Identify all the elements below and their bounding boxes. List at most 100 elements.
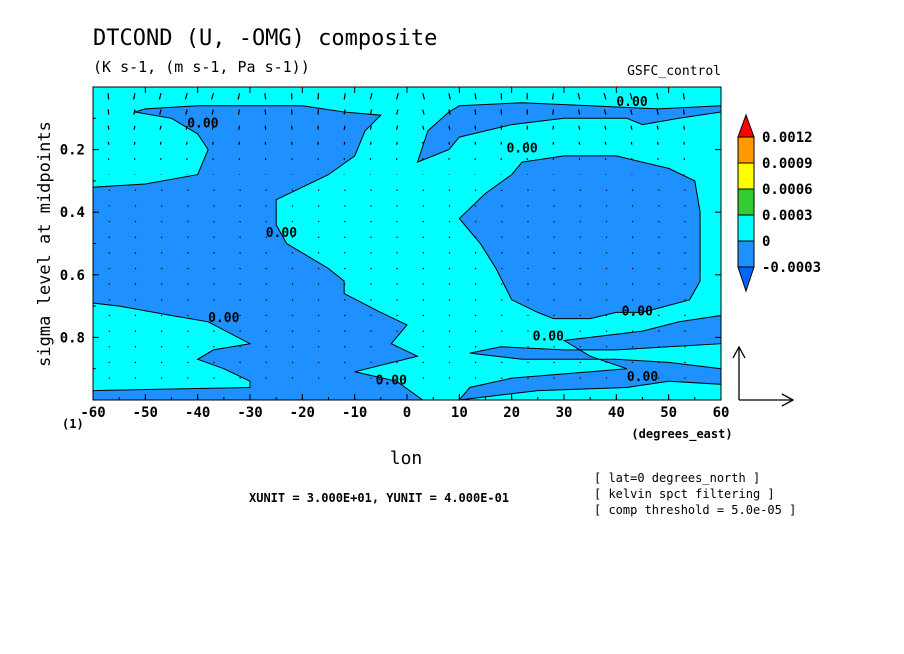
vector-380	[629, 93, 633, 100]
vector-418	[682, 93, 685, 100]
reference-vector	[732, 345, 795, 407]
vector-381	[630, 109, 633, 115]
vector-248	[448, 109, 451, 115]
colorbar-label-0: 0.0012	[762, 130, 813, 146]
vector-231	[422, 141, 425, 145]
vector-39	[159, 109, 162, 115]
vector-38	[158, 93, 162, 100]
vector-79	[212, 141, 214, 145]
vector-115	[264, 109, 267, 115]
vector-97	[238, 125, 241, 130]
vector-342	[577, 93, 581, 100]
colorbar-swatch-5	[737, 240, 755, 268]
negative-region-3	[458, 314, 722, 401]
vector-345	[578, 141, 581, 145]
vector-191	[369, 109, 373, 115]
vector-230	[422, 125, 425, 130]
note-lat: [ lat=0 degrees_north ]	[594, 471, 760, 485]
contour-label-3: 0.00	[506, 142, 537, 157]
vector-228	[422, 93, 426, 100]
contour-label-0: 0.00	[187, 117, 218, 132]
vector-249	[448, 125, 451, 130]
vector-420	[683, 125, 685, 130]
y-axis-label: sigma level at midpoints	[35, 121, 55, 367]
vector-190	[369, 93, 373, 100]
vector-59	[185, 125, 188, 130]
vector-382	[630, 125, 633, 130]
vector-95	[237, 93, 241, 100]
vector-76	[211, 93, 214, 100]
vector-211	[395, 125, 399, 130]
vector-1	[107, 109, 110, 115]
x-tick-label-12: 60	[713, 405, 730, 421]
y-tick-label-3: 0.8	[60, 330, 85, 346]
vector-114	[264, 93, 267, 100]
vector-343	[577, 109, 581, 115]
chart-title: DTCOND (U, -OMG) composite	[93, 26, 437, 51]
colorbar-swatch-3	[737, 188, 755, 216]
colorbar-swatch-4	[737, 214, 755, 242]
contour-label-5: 0.00	[622, 305, 653, 320]
vector-229	[422, 109, 425, 115]
vector-269	[474, 141, 477, 145]
vector-60	[185, 141, 188, 145]
vector-172	[343, 109, 346, 115]
contour-label-1: 0.00	[266, 226, 297, 241]
vector-58	[185, 109, 188, 115]
contour-label-4: 0.00	[616, 95, 647, 110]
colorbar-label-2: 0.0006	[762, 182, 813, 198]
negative-region-0	[92, 105, 425, 401]
vector-361	[603, 93, 607, 100]
vector-268	[474, 125, 477, 130]
frame-index: (1)	[62, 417, 84, 431]
x-tick-label-6: 0	[403, 405, 411, 421]
colorbar-label-3: 0.0003	[762, 208, 813, 224]
vector-325	[552, 125, 555, 130]
vector-unit-note: XUNIT = 3.000E+01, YUNIT = 4.000E-01	[249, 491, 509, 505]
vector-77	[211, 109, 214, 115]
x-tick-label-5: -10	[342, 405, 367, 421]
colorbar-label-5: -0.0003	[762, 260, 821, 276]
note-threshold: [ comp threshold = 5.0e-05 ]	[594, 503, 796, 517]
vector-40	[159, 125, 162, 130]
vector-250	[448, 141, 451, 145]
contour-label-2: 0.00	[208, 311, 239, 326]
negative-region-1	[416, 102, 722, 163]
x-tick-label-7: 10	[451, 405, 468, 421]
x-tick-label-11: 50	[660, 405, 677, 421]
vector-363	[604, 125, 607, 130]
vector-21	[133, 125, 136, 130]
vector-174	[343, 141, 346, 145]
x-tick-label-8: 20	[503, 405, 520, 421]
vector-400	[656, 109, 659, 115]
vector-22	[133, 141, 136, 145]
vector-61	[186, 158, 188, 160]
reference-vector-horizontal-head	[781, 393, 795, 407]
vector-247	[448, 93, 451, 100]
contour-labels: 0.00 0.00 0.00 0.00 0.00 0.00 0.00 0.00 0.00	[187, 95, 658, 388]
vector-173	[343, 125, 346, 130]
wind-vectors	[107, 93, 686, 379]
vector-324	[552, 109, 555, 115]
vector-399	[656, 93, 659, 100]
vector-0	[107, 93, 110, 100]
x-tick-label-2: -40	[185, 405, 210, 421]
x-units: (degrees_east)	[631, 427, 732, 442]
vector-212	[395, 141, 398, 145]
x-tick-label-1: -50	[133, 405, 158, 421]
colorbar-bottom-arrow	[737, 266, 755, 293]
colorbar: 0.0012 0.0009 0.0006 0.0003 0 -0.0003	[737, 113, 821, 293]
vector-152	[317, 93, 320, 100]
colorbar-label-1: 0.0009	[762, 156, 813, 172]
vector-213	[395, 158, 398, 160]
vector-267	[474, 109, 477, 115]
x-axis-label: lon	[390, 448, 423, 469]
x-tick-label-10: 40	[608, 405, 625, 421]
vector-171	[343, 93, 346, 100]
vector-364	[604, 141, 607, 145]
vector-80	[212, 158, 214, 160]
vector-232	[422, 158, 424, 160]
vector-383	[630, 141, 633, 145]
vector-209	[395, 93, 399, 100]
